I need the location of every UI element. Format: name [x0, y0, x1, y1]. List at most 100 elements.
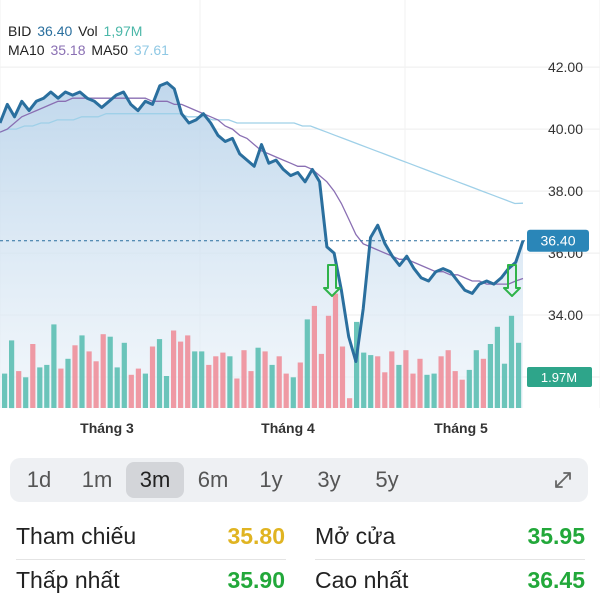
volume-bar — [100, 334, 106, 408]
volume-bar — [37, 367, 43, 408]
volume-bar — [65, 358, 71, 408]
bid-price: 36.40 — [37, 23, 73, 39]
volume-bar — [149, 346, 156, 408]
volume-bar — [389, 351, 395, 408]
volume-bar — [30, 344, 36, 408]
volume-bar — [325, 315, 332, 409]
current-price-badge-label: 36.40 — [540, 233, 575, 249]
volume-bar — [438, 356, 444, 408]
volume-bar — [332, 293, 339, 408]
y-tick-label: 40.00 — [548, 121, 583, 137]
volume-bar — [311, 305, 317, 408]
volume-bar — [248, 371, 254, 408]
volume-bar — [276, 356, 282, 408]
volume-bar — [466, 369, 472, 408]
down-arrow-marker — [503, 264, 521, 297]
volume-bar — [354, 321, 360, 408]
volume-bar — [142, 373, 148, 408]
current-volume-badge-label: 1.97M — [541, 370, 577, 385]
range-button-1m[interactable]: 1m — [81, 467, 113, 492]
volume-bar — [445, 350, 451, 408]
volume-bar — [192, 351, 198, 408]
volume-bar — [501, 363, 508, 408]
ma50-value: 37.61 — [133, 42, 169, 58]
ma50-line — [0, 113, 524, 205]
volume-value: 1,97M — [103, 23, 143, 39]
volume-label: Vol — [78, 23, 98, 39]
volume-bar — [396, 364, 402, 408]
expand-icon[interactable] — [548, 466, 578, 494]
volume-bar — [339, 346, 346, 408]
volume-bar — [375, 356, 381, 408]
x-tick-label: Tháng 5 — [434, 420, 488, 436]
high-label: Cao nhất — [315, 567, 409, 593]
volume-bar — [347, 398, 353, 408]
range-button-1d[interactable]: 1d — [26, 467, 52, 492]
volume-bar — [156, 339, 163, 408]
volume-bar — [255, 347, 261, 408]
reference-value: 35.80 — [227, 523, 285, 549]
volume-bar — [79, 335, 85, 408]
volume-bar — [178, 341, 184, 408]
volume-bar — [269, 364, 275, 408]
volume-bar — [93, 361, 99, 408]
volume-bar — [121, 342, 127, 408]
volume-bar — [508, 315, 515, 409]
volume-bar — [206, 364, 212, 408]
divider — [16, 559, 286, 560]
volume-bar — [318, 353, 324, 408]
high-value: 36.45 — [527, 567, 585, 593]
volume-bar — [199, 351, 205, 408]
volume-bar — [114, 367, 120, 408]
volume-bar — [241, 350, 247, 408]
volume-bar — [382, 372, 388, 408]
volume-bar — [58, 368, 64, 408]
volume-bar — [23, 377, 29, 409]
volume-bar — [9, 340, 15, 409]
volume-bar — [459, 379, 465, 408]
ma10-value: 35.18 — [50, 42, 86, 58]
volume-bar — [86, 351, 92, 408]
y-tick-label: 42.00 — [548, 59, 583, 75]
x-tick-label: Tháng 4 — [261, 420, 315, 436]
volume-bar — [410, 373, 416, 408]
range-button-3m[interactable]: 3m — [126, 462, 184, 498]
volume-bar — [227, 356, 233, 408]
range-button-5y[interactable]: 5y — [375, 467, 399, 492]
volume-bar — [473, 350, 479, 408]
price-area-fill — [0, 82, 523, 408]
volume-bar — [368, 355, 374, 408]
legend-row-1: BID 36.40 Vol 1,97M — [8, 22, 144, 40]
divider — [315, 559, 585, 560]
volume-bar — [163, 376, 170, 408]
x-tick-label: Tháng 3 — [80, 420, 134, 436]
volume-bar — [220, 352, 226, 408]
volume-bar — [487, 344, 493, 408]
volume-bar — [44, 364, 50, 408]
open-label: Mở cửa — [315, 523, 396, 549]
low-value: 35.90 — [227, 567, 285, 593]
volume-bar — [72, 345, 78, 408]
y-tick-label: 34.00 — [548, 307, 583, 323]
range-button-3y[interactable]: 3y — [317, 467, 341, 492]
volume-bar — [213, 356, 219, 408]
volume-bar — [417, 358, 423, 408]
volume-bar — [431, 373, 437, 408]
volume-bar — [171, 330, 177, 408]
volume-bar — [297, 362, 303, 408]
legend-row-2: MA10 35.18 MA50 37.61 — [8, 41, 171, 59]
range-button-1y[interactable]: 1y — [259, 467, 283, 492]
volume-bar — [361, 352, 367, 408]
volume-bar — [262, 351, 268, 408]
reference-label: Tham chiếu — [16, 523, 137, 549]
time-range-selector: 1d 1m 3m 6m 1y 3y 5y — [10, 458, 588, 502]
ma50-label: MA50 — [91, 42, 128, 58]
volume-bar — [185, 335, 191, 408]
volume-bar — [516, 342, 522, 408]
volume-bar — [494, 326, 500, 408]
range-button-6m[interactable]: 6m — [197, 467, 229, 492]
current-volume-badge — [527, 367, 592, 387]
ticker-label: BID — [8, 23, 32, 39]
volume-bar — [234, 378, 240, 408]
